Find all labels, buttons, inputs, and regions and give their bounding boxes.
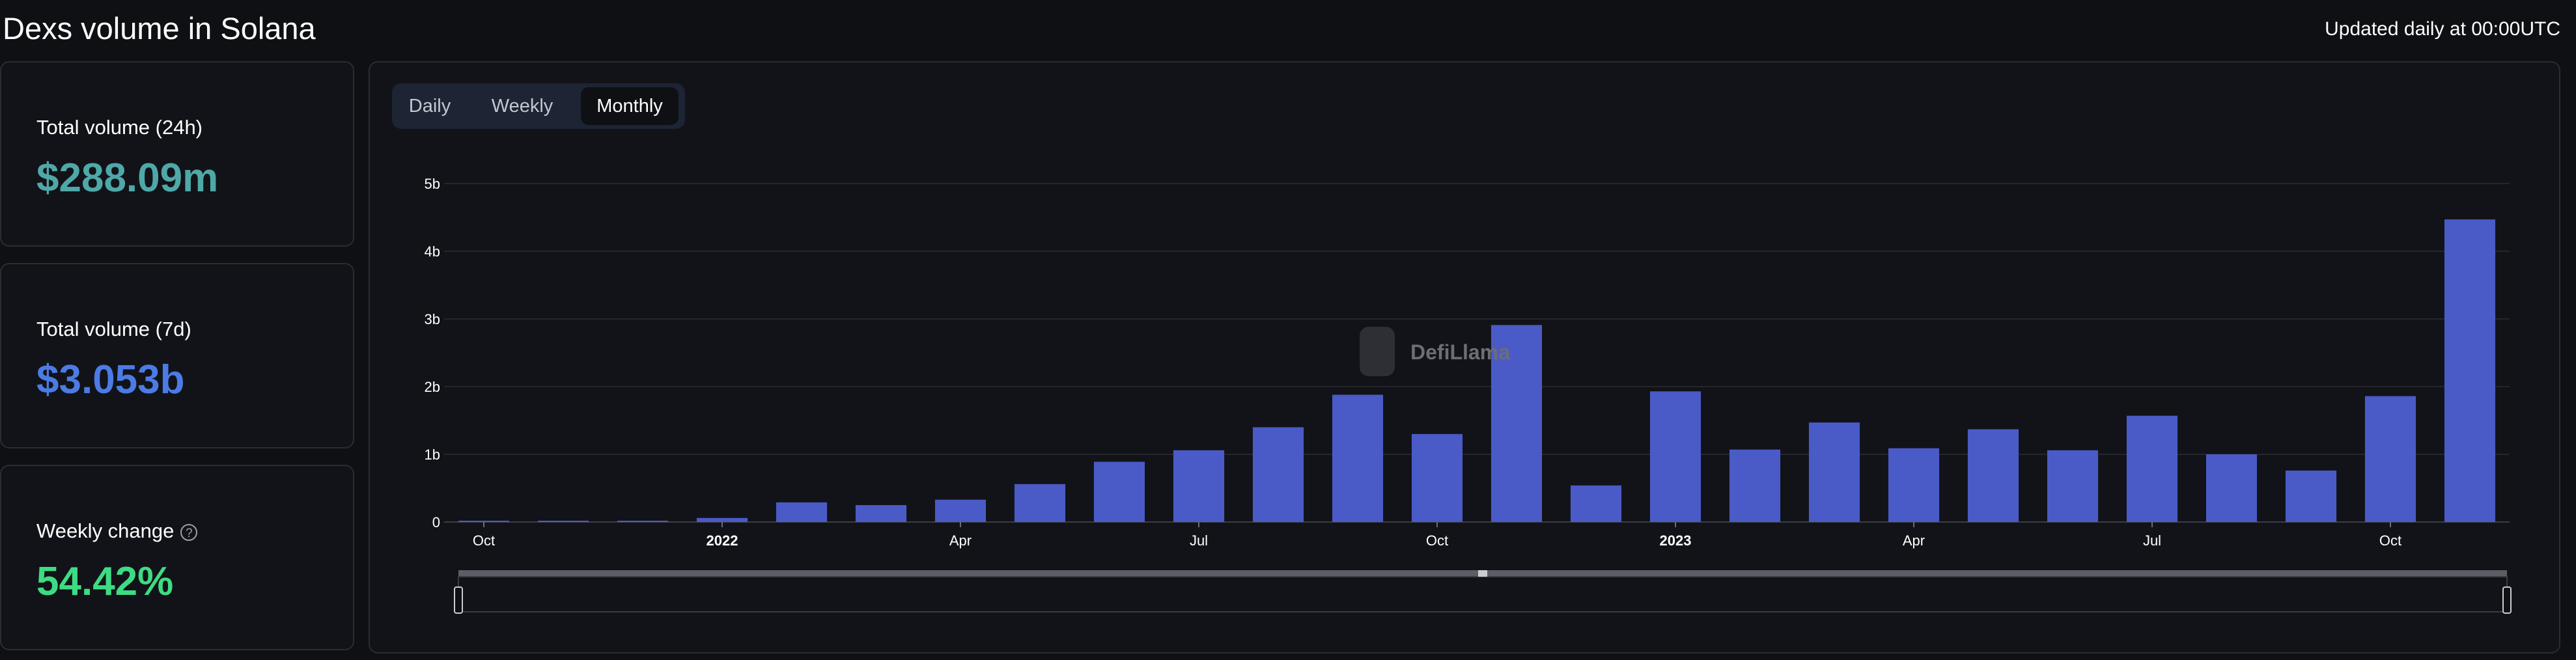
stat-value-24h: $288.09m <box>36 156 219 200</box>
tab-weekly[interactable]: Weekly <box>491 96 553 117</box>
stat-label-weekly-change-text: Weekly change <box>36 519 175 542</box>
range-handle-left[interactable] <box>454 586 463 614</box>
bar <box>2047 450 2099 522</box>
bar <box>1570 485 1622 522</box>
tab-daily[interactable]: Daily <box>408 96 451 117</box>
x-tick-label: Oct <box>2379 532 2401 549</box>
bar <box>1888 448 1940 522</box>
bar <box>2205 454 2258 522</box>
bar <box>1093 461 1145 522</box>
stat-value-weekly-change: 54.42% <box>36 559 174 604</box>
bar <box>1332 394 1384 522</box>
x-tick-label: Jul <box>1190 532 1208 549</box>
bar <box>696 517 748 522</box>
y-tick-label: 4b <box>425 243 440 260</box>
y-tick-label: 2b <box>425 379 440 395</box>
x-tick-label: 2022 <box>707 532 738 549</box>
x-tick-label: 2023 <box>1660 532 1692 549</box>
bar <box>855 505 907 522</box>
period-tabs: Daily Weekly Monthly <box>392 83 685 129</box>
y-tick-label: 5b <box>425 176 440 192</box>
volume-chart: 0 1b 2b 3b 4b 5b Oct 2022 Apr Jul Oct 2023 Apr Jul Oct… <box>425 176 2512 614</box>
help-icon[interactable]: ? <box>180 523 198 541</box>
x-tick-label: Apr <box>949 532 972 549</box>
y-tick-label: 0 <box>432 514 440 530</box>
bar <box>1014 484 1066 522</box>
stat-card-weekly-change: Weekly change? 54.42% <box>0 465 354 650</box>
bar <box>776 502 828 522</box>
bar <box>1491 325 1543 522</box>
stat-value-7d: $3.053b <box>36 357 185 402</box>
bar <box>458 521 510 522</box>
bar <box>1411 433 1463 522</box>
update-note: Updated daily at 00:00UTC <box>2325 18 2560 40</box>
y-tick-label: 3b <box>425 311 440 327</box>
tab-monthly[interactable]: Monthly <box>581 87 679 125</box>
range-slider-track <box>458 576 2508 612</box>
bar <box>1808 422 1860 522</box>
x-tick-label: Oct <box>473 532 495 549</box>
bar <box>2126 415 2178 522</box>
range-handle-right[interactable] <box>2502 586 2512 614</box>
bar <box>2364 396 2416 522</box>
bar <box>1649 391 1701 522</box>
bar <box>1252 427 1304 522</box>
page-title: Dexs volume in Solana <box>3 11 316 46</box>
stat-card-7d: Total volume (7d) $3.053b <box>0 263 354 448</box>
stat-card-24h: Total volume (24h) $288.09m <box>0 61 354 247</box>
watermark-logo-icon <box>1360 327 1395 376</box>
chart-panel: Daily Weekly Monthly 0 1b 2b 3b 4b 5b Oct 2022 A… <box>369 61 2560 653</box>
bar <box>1967 429 2019 522</box>
bar <box>2444 219 2496 522</box>
x-tick-label: Apr <box>1903 532 1925 549</box>
x-tick-label: Oct <box>1426 532 1448 549</box>
y-tick-label: 1b <box>425 447 440 463</box>
bar <box>934 499 987 522</box>
bar <box>617 521 669 522</box>
bar <box>1729 449 1781 522</box>
bar <box>2285 470 2337 522</box>
bar <box>1173 450 1225 522</box>
bar <box>537 521 589 522</box>
stat-label-7d: Total volume (7d) <box>36 318 191 340</box>
watermark-text: DefiLlama <box>1410 340 1510 364</box>
x-tick-label: Jul <box>2143 532 2161 549</box>
range-slider-grip-icon <box>1478 570 1487 577</box>
stat-label-weekly-change: Weekly change? <box>36 519 198 543</box>
stat-label-24h: Total volume (24h) <box>36 116 203 139</box>
